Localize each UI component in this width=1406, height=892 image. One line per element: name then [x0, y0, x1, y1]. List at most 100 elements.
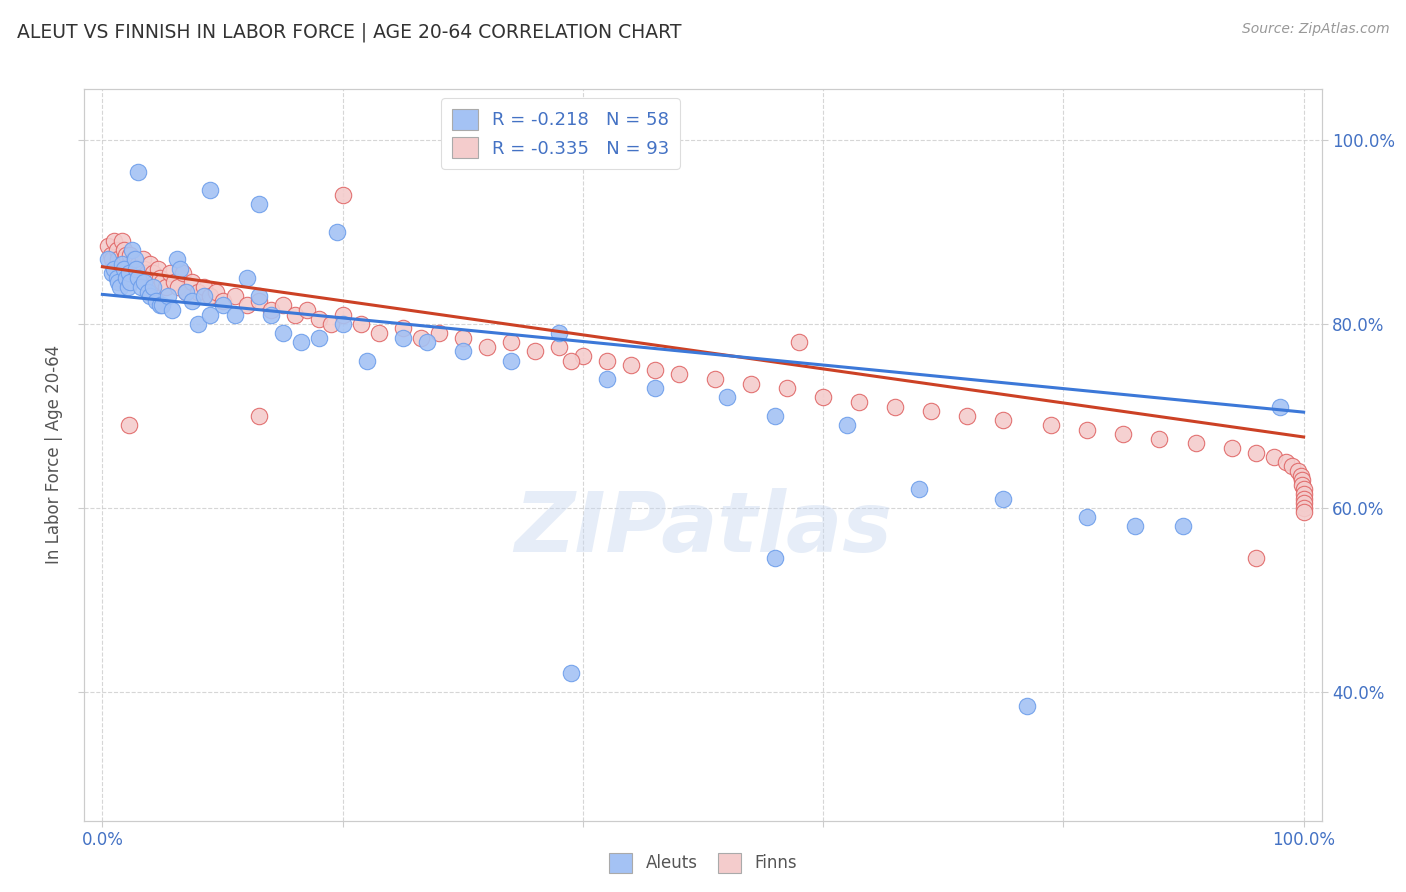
Text: ALEUT VS FINNISH IN LABOR FORCE | AGE 20-64 CORRELATION CHART: ALEUT VS FINNISH IN LABOR FORCE | AGE 20…	[17, 22, 682, 42]
Point	[122, 252, 145, 267]
Point	[560, 666, 582, 681]
Point	[620, 358, 643, 372]
Point	[848, 395, 870, 409]
Point	[105, 244, 128, 258]
Point	[163, 276, 186, 290]
Point	[325, 225, 347, 239]
Point	[409, 330, 432, 344]
Point	[1149, 432, 1171, 446]
Point	[155, 280, 177, 294]
Point	[118, 417, 141, 432]
Point	[118, 266, 141, 280]
Point	[181, 293, 204, 308]
Point	[118, 248, 141, 262]
Point	[235, 298, 257, 312]
Point	[1292, 496, 1315, 510]
Point	[332, 317, 354, 331]
Point	[139, 257, 162, 271]
Point	[103, 261, 125, 276]
Point	[451, 344, 474, 359]
Point	[451, 330, 474, 344]
Point	[1220, 441, 1243, 455]
Point	[350, 317, 373, 331]
Point	[332, 308, 354, 322]
Point	[152, 276, 174, 290]
Point	[247, 293, 270, 308]
Point	[547, 326, 569, 340]
Point	[259, 303, 281, 318]
Point	[308, 330, 330, 344]
Point	[644, 381, 666, 395]
Point	[143, 276, 166, 290]
Point	[247, 197, 270, 211]
Point	[235, 270, 257, 285]
Text: Source: ZipAtlas.com: Source: ZipAtlas.com	[1241, 22, 1389, 37]
Point	[110, 280, 132, 294]
Point	[145, 293, 167, 308]
Point	[110, 261, 132, 276]
Point	[176, 285, 198, 299]
Point	[187, 317, 209, 331]
Point	[837, 417, 859, 432]
Point	[1274, 455, 1296, 469]
Point	[259, 308, 281, 322]
Point	[159, 266, 181, 280]
Point	[121, 261, 143, 276]
Point	[704, 372, 727, 386]
Point	[763, 551, 786, 566]
Point	[97, 238, 120, 252]
Point	[187, 285, 209, 299]
Point	[1244, 445, 1267, 459]
Point	[776, 381, 799, 395]
Point	[101, 266, 124, 280]
Legend: R = -0.218   N = 58, R = -0.335   N = 93: R = -0.218 N = 58, R = -0.335 N = 93	[441, 98, 681, 169]
Point	[547, 340, 569, 354]
Point	[284, 308, 307, 322]
Point	[308, 312, 330, 326]
Point	[127, 257, 149, 271]
Point	[993, 413, 1015, 427]
Point	[908, 483, 931, 497]
Point	[1292, 505, 1315, 519]
Point	[1173, 519, 1195, 533]
Point	[181, 276, 204, 290]
Point	[247, 289, 270, 303]
Point	[97, 252, 120, 267]
Point	[1291, 478, 1313, 492]
Point	[332, 188, 354, 202]
Point	[167, 280, 190, 294]
Point	[152, 298, 174, 312]
Point	[1292, 483, 1315, 497]
Point	[200, 289, 222, 303]
Point	[211, 293, 233, 308]
Legend: Aleuts, Finns: Aleuts, Finns	[602, 847, 804, 880]
Y-axis label: In Labor Force | Age 20-64: In Labor Force | Age 20-64	[45, 345, 63, 565]
Point	[125, 261, 148, 276]
Point	[1125, 519, 1147, 533]
Point	[118, 276, 141, 290]
Point	[1076, 510, 1098, 524]
Point	[644, 363, 666, 377]
Point	[172, 266, 194, 280]
Point	[391, 321, 413, 335]
Point	[427, 326, 450, 340]
Point	[115, 270, 138, 285]
Point	[124, 252, 146, 267]
Point	[787, 335, 810, 350]
Point	[596, 372, 619, 386]
Point	[121, 244, 143, 258]
Point	[523, 344, 546, 359]
Point	[193, 280, 215, 294]
Point	[166, 252, 188, 267]
Point	[290, 335, 312, 350]
Point	[112, 261, 135, 276]
Point	[149, 270, 172, 285]
Point	[1286, 464, 1309, 478]
Point	[499, 353, 522, 368]
Point	[1263, 450, 1285, 465]
Point	[105, 270, 128, 285]
Point	[716, 391, 738, 405]
Point	[110, 257, 132, 271]
Point	[1292, 500, 1315, 515]
Text: ZIPatlas: ZIPatlas	[515, 488, 891, 568]
